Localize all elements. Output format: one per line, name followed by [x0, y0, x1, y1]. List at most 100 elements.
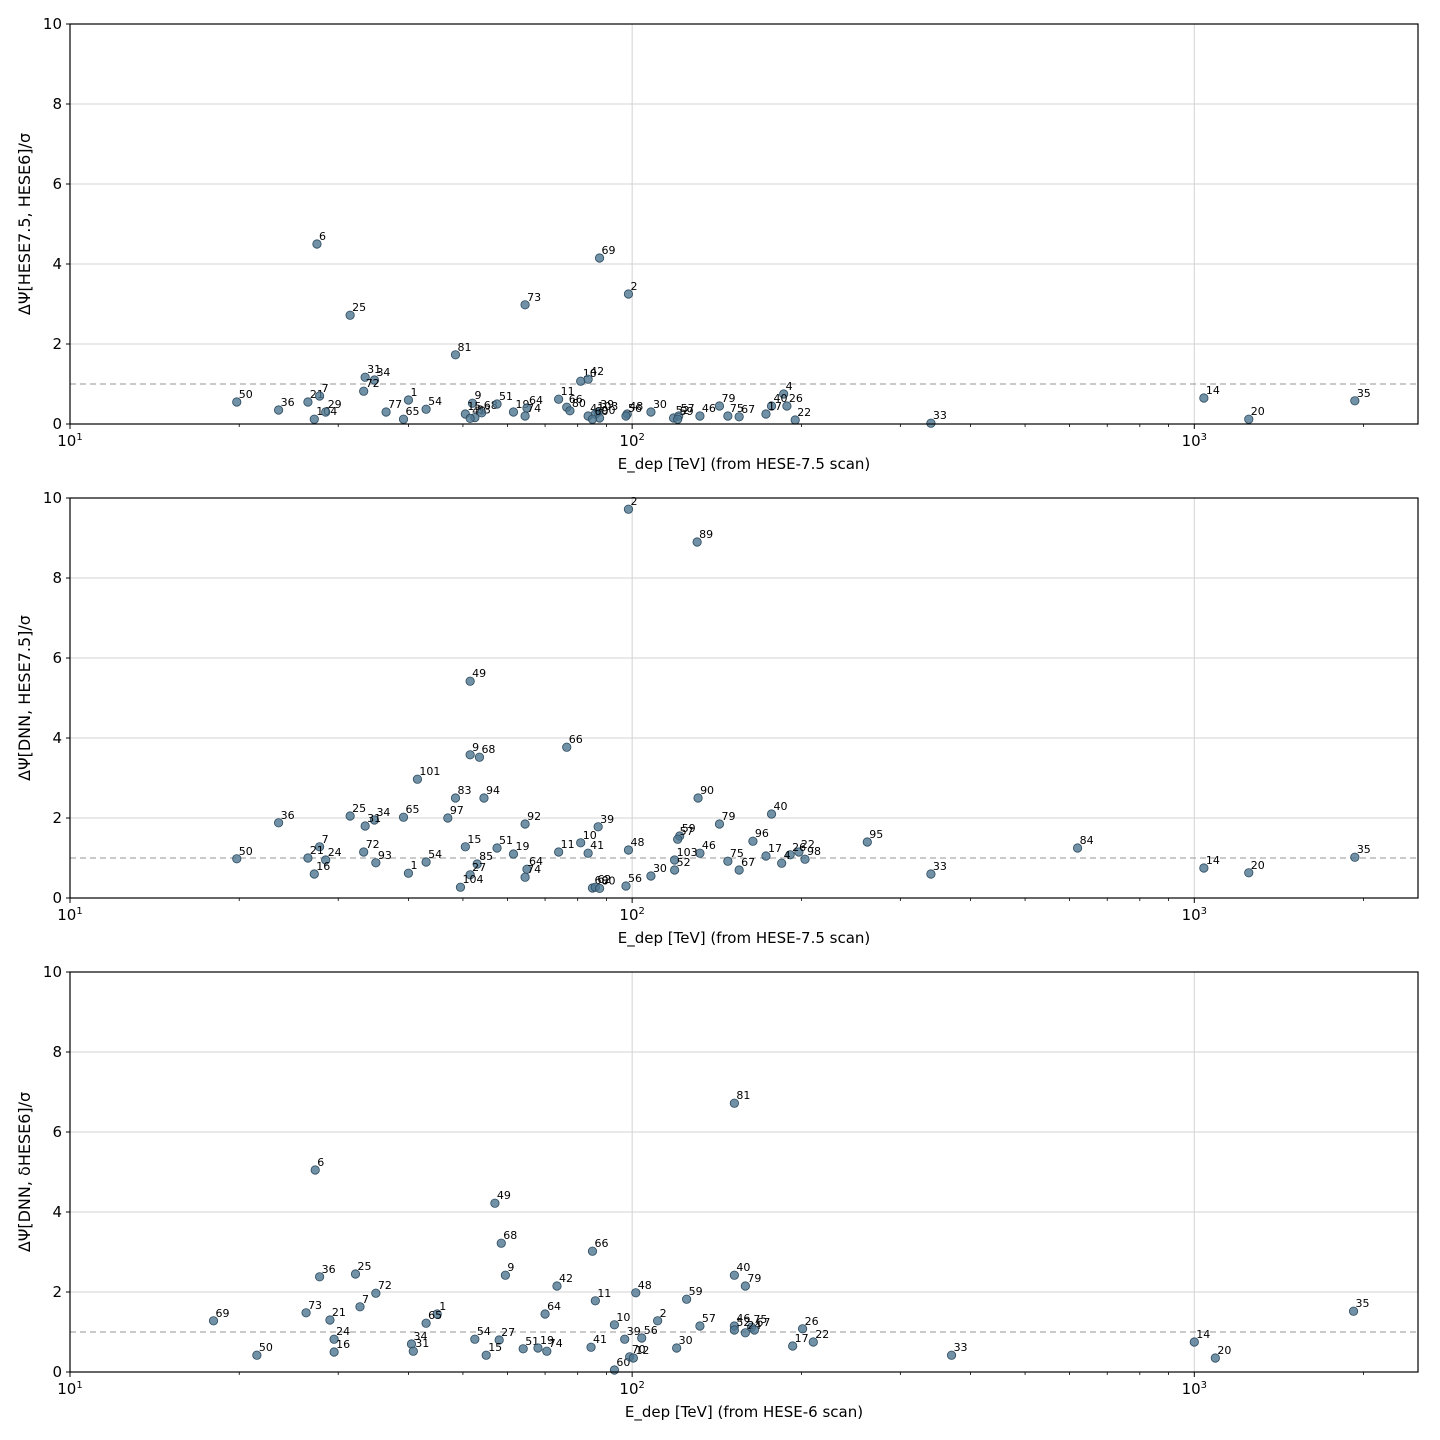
data-point-label: 103: [597, 400, 618, 413]
data-point: [692, 537, 702, 547]
data-point: [794, 847, 804, 857]
plot-frame: [69, 497, 1419, 899]
data-point-label: 22: [801, 838, 815, 851]
data-point-label: 92: [527, 810, 541, 823]
data-point: [1189, 1337, 1199, 1347]
data-point: [740, 1328, 750, 1338]
y-tick-label: 10: [43, 15, 62, 33]
data-point: [631, 1288, 641, 1298]
data-point-label: 6: [317, 1156, 324, 1169]
data-point-label: 64: [547, 1300, 561, 1313]
data-point-label: 64: [529, 855, 543, 868]
data-point-label: 26: [805, 1315, 819, 1328]
data-point: [315, 391, 325, 401]
data-point-label: 25: [357, 1260, 371, 1273]
data-point-label: 27: [501, 1326, 515, 1339]
data-point-label: 17: [768, 842, 782, 855]
data-point-label: 10: [583, 829, 597, 842]
data-point-label: 7: [362, 1293, 369, 1306]
data-point: [494, 1335, 504, 1345]
data-point-label: 83: [457, 784, 471, 797]
data-point-label: 93: [378, 849, 392, 862]
data-point-label: 4: [786, 380, 793, 393]
data-point: [1350, 852, 1360, 862]
data-point: [672, 1343, 682, 1353]
data-point-label: 68: [503, 1229, 517, 1242]
data-point-label: 84: [1080, 834, 1094, 847]
data-point-label: 67: [741, 403, 755, 416]
data-point: [359, 386, 369, 396]
data-point-label: 56: [628, 402, 642, 415]
data-point-label: 52: [677, 856, 691, 869]
y-tick-label: 0: [52, 415, 62, 433]
data-point-label: 54: [428, 848, 442, 861]
x-tick-label: 102: [619, 432, 644, 450]
data-point-label: 15: [467, 400, 481, 413]
x-axis-label: E_dep [TeV] (from HESE-7.5 scan): [618, 455, 871, 474]
data-point-label: 26: [789, 392, 803, 405]
data-point: [628, 1353, 638, 1363]
data-point-label: 75: [730, 402, 744, 415]
data-point: [421, 1318, 431, 1328]
data-point: [450, 350, 461, 360]
data-point-label: 90: [700, 784, 714, 797]
data-point: [1199, 393, 1209, 403]
data-point: [1072, 843, 1083, 853]
data-point: [355, 1302, 365, 1312]
y-tick-label: 0: [52, 1363, 62, 1381]
data-point: [1348, 1306, 1359, 1316]
data-point: [946, 1350, 957, 1360]
data-point: [695, 848, 705, 858]
data-point: [797, 1324, 808, 1334]
data-point: [682, 1294, 692, 1304]
data-point: [693, 793, 703, 803]
y-tick-label: 8: [52, 569, 62, 587]
data-point-label: 73: [527, 291, 541, 304]
data-point-label: 80: [572, 397, 586, 410]
data-point: [673, 834, 683, 844]
data-point-label: 72: [366, 838, 380, 851]
data-point: [621, 411, 631, 421]
data-point: [450, 793, 461, 803]
data-point: [470, 1334, 480, 1344]
data-point-label: 9: [475, 389, 482, 402]
data-point-label: 73: [308, 1299, 322, 1312]
data-point-label: 1: [410, 386, 417, 399]
data-point-label: 96: [755, 827, 769, 840]
data-point: [734, 412, 744, 422]
data-point-label: 75: [730, 847, 744, 860]
data-point: [325, 1315, 335, 1325]
data-point: [552, 1281, 562, 1291]
data-point: [520, 411, 530, 421]
data-point-label: 20: [1251, 405, 1265, 418]
data-point: [465, 870, 475, 880]
data-point-label: 14: [1196, 1328, 1210, 1341]
data-point: [208, 1316, 219, 1326]
data-point-label: 9: [507, 1261, 514, 1274]
data-point-label: 74: [527, 863, 541, 876]
data-point-label: 34: [413, 1330, 427, 1343]
data-point-label: 36: [322, 1263, 336, 1276]
data-point-label: 20: [1217, 1344, 1231, 1357]
data-point: [321, 855, 331, 865]
data-point-label: 49: [497, 1189, 511, 1202]
data-point: [310, 1165, 320, 1175]
data-point-label: 66: [569, 733, 583, 746]
data-point-label: 40: [736, 1261, 750, 1274]
data-point-label: 19: [515, 840, 529, 853]
data-point-label: 81: [736, 1089, 750, 1102]
data-point-label: 19: [540, 1334, 554, 1347]
data-point-label: 68: [481, 743, 495, 756]
y-tick-label: 6: [52, 1123, 62, 1141]
data-point-label: 27: [472, 861, 486, 874]
data-point-label: 2: [660, 1307, 667, 1320]
data-point-label: 103: [677, 846, 698, 859]
data-point: [749, 1325, 760, 1335]
data-point: [465, 676, 475, 686]
data-point: [421, 404, 431, 414]
data-point: [312, 239, 322, 249]
data-point-label: 31: [367, 363, 381, 376]
data-point-label: 65: [406, 803, 420, 816]
